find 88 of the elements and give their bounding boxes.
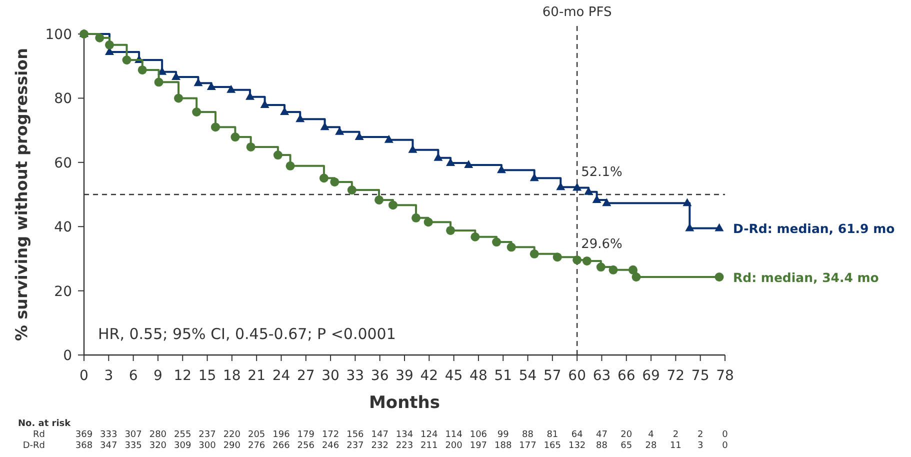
annotation: HR, 0.55; 95% CI, 0.45-0.67; P <0.0001 [98,325,396,343]
x-tick-label: 48 [470,368,488,384]
point [530,249,539,258]
point [470,232,480,242]
point [246,142,256,152]
x-tick-label: 69 [642,368,660,384]
x-tick-label: 72 [666,368,685,384]
y-tick-label: 80 [54,91,72,108]
x-tick-label: 45 [444,368,463,384]
point [584,186,594,195]
point [138,65,147,74]
x-axis-title: Months [368,393,440,413]
point [230,132,240,142]
point [714,223,724,232]
x-tick-label: 78 [716,368,734,384]
point [446,226,456,235]
point [572,255,582,264]
x-tick-label: 24 [272,368,290,384]
annotation: 29.6% [581,236,622,252]
x-tick-label: 57 [544,368,562,384]
x-tick-label: 39 [396,368,414,384]
point [424,218,433,227]
x-tick-label: 12 [174,368,192,384]
point [632,272,641,282]
point [206,82,216,90]
x-tick-label: 36 [370,368,389,384]
point [319,174,328,183]
x-tick-label: 18 [223,368,241,384]
x-tick-label: 75 [691,368,710,384]
y-axis-title: % surviving without progression [12,48,31,341]
point [602,198,612,206]
x-tick-label: 33 [346,368,364,384]
point [628,265,638,274]
x-tick-label: 21 [248,368,266,384]
point [596,262,606,272]
point [582,256,592,266]
point [154,78,164,87]
text: No. at risk [18,419,72,429]
point [464,160,474,168]
x-tick-label: 66 [617,368,636,384]
point [286,161,295,170]
point [682,198,692,206]
point [172,72,181,80]
x-tick-label: 6 [128,368,138,384]
point [104,40,114,50]
point [552,252,562,262]
point [95,33,104,42]
x-tick-label: 30 [322,368,340,384]
point [226,84,236,93]
x-tick-label: 54 [518,368,537,384]
point [384,134,394,143]
y-tick-label: 20 [54,284,72,300]
y-tick-label: 0 [63,348,72,364]
point [347,186,356,195]
y-tick-label: 40 [54,220,72,236]
point [174,94,184,103]
point [492,238,502,247]
text: D-Rd 368 347 335 320 309 300 290 276 266 256 246 237 232 223 211 200 197 188 177 165 132 88 65 28 11 3 0 [22,441,728,451]
point [714,272,724,282]
x-tick-label: 42 [420,368,438,384]
point [273,150,282,160]
x-tick-label: 27 [296,368,315,384]
y-tick-label: 100 [45,27,72,43]
x-tick-label: 0 [80,368,88,384]
point [192,108,202,117]
ref-line-label: 60-mo PFS [542,5,612,20]
point [572,182,582,191]
point [608,265,618,274]
annotation: 52.1% [581,164,622,180]
point [388,200,398,210]
x-tick-label: 15 [198,368,216,384]
point [412,213,421,222]
point [374,195,384,204]
x-tick-label: 51 [494,368,512,384]
point [296,114,305,122]
point [330,177,340,186]
text: Rd 369 333 307 280 255 237 220 205 196 179 172 156 147 134 124 114 106 99 88 81 64 47 20 4 2 2 0 [33,430,728,440]
point [210,122,220,132]
y-tick-label: 60 [54,155,72,172]
series-label: Rd: median, 34.4 mo [733,270,880,285]
x-tick-label: 9 [154,368,162,384]
point [122,56,132,64]
x-tick-label: 60 [568,368,586,384]
point [354,132,364,140]
x-tick-label: 3 [104,368,114,384]
x-tick-label: 63 [592,368,611,384]
point [506,242,516,252]
series-label: D-Rd: median, 61.9 mo [733,221,896,236]
